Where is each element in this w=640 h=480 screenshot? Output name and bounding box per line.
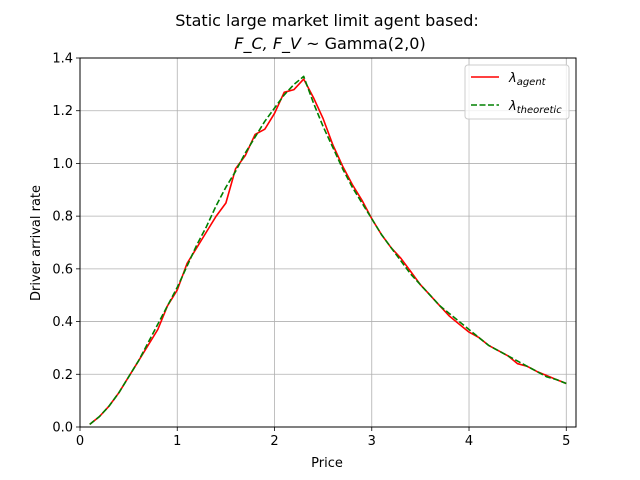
y-tick-label: 1.0 [52,157,73,172]
x-axis-label: Price [311,456,343,471]
x-tick-label: 1 [173,434,181,449]
chart-title-line2: F_C, F_V ~ Gamma(2,0) [234,34,425,54]
y-tick-label: 0.0 [52,421,73,436]
legend: λagent λtheoretic [464,64,570,120]
series-layer [89,75,567,426]
x-tick-label: 0 [76,434,84,449]
series-line-agent [89,78,567,426]
legend-agent-label: λagent [508,71,547,88]
x-tick-label: 5 [562,434,570,449]
legend-theoretic-base: λ [508,99,517,114]
y-tick-label: 0.8 [52,210,73,225]
chart-title-rest: ~ Gamma(2,0) [301,34,426,53]
plot-frame [79,57,577,428]
legend-theoretic-label: λtheoretic [508,99,562,116]
ticks: 0 1 2 3 4 5 0.0 0.2 0.4 0.6 0.8 1.0 1.2 1.4 [52,52,570,450]
y-tick-label: 1.4 [52,52,73,67]
y-tick-label: 0.4 [52,315,73,330]
legend-theoretic-sub: theoretic [517,105,562,116]
x-tick-label: 2 [270,434,278,449]
legend-agent-base: λ [508,71,517,86]
legend-agent-sub: agent [517,77,547,88]
chart-title-line1: Static large market limit agent based: [175,11,479,30]
x-tick-label: 3 [368,434,376,449]
series-line-theoretic [89,75,567,426]
x-tick-label: 4 [465,434,473,449]
y-tick-label: 0.2 [52,368,73,383]
y-axis-label: Driver arrival rate [29,185,44,301]
chart-title-math: F_C, F_V [234,34,302,54]
y-tick-label: 0.6 [52,262,73,277]
y-tick-label: 1.2 [52,104,73,119]
